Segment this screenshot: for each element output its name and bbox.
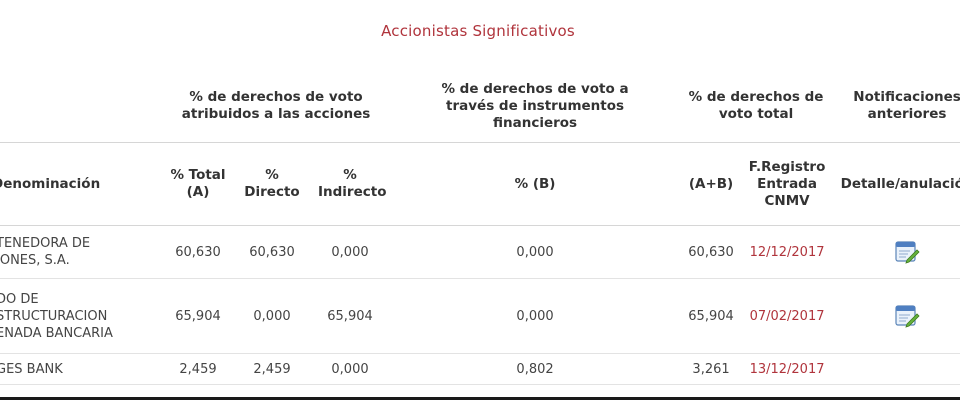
shareholder-name: GES BANK: [0, 353, 162, 385]
cell-direct: 60,630: [234, 225, 310, 279]
column-header-detail: Detalle/anulación: [832, 142, 960, 226]
cell-b: 0,000: [390, 278, 681, 354]
column-header-a-plus-b: (A+B): [680, 142, 743, 226]
shareholder-name-line: ENADA BANCARIA: [0, 325, 113, 341]
column-header-pct-direct: % Directo: [234, 142, 310, 226]
cell-b: 0,000: [390, 225, 681, 279]
cell-a-plus-b: 65,904: [680, 278, 743, 354]
page-title: Accionistas Significativos: [381, 22, 575, 40]
group-header-voting-rights-total: % de derechos de voto total: [680, 70, 833, 143]
shareholder-name-line: IONES, S.A.: [0, 253, 70, 268]
shareholder-name-line: DO DE: [0, 291, 39, 307]
cell-direct: 2,459: [234, 353, 310, 385]
cell-detail: [832, 353, 960, 385]
shareholder-name-line: TENEDORA DE: [0, 236, 91, 251]
cell-indirect: 65,904: [310, 278, 391, 354]
bottom-divider: [0, 397, 960, 400]
document-edit-icon[interactable]: [894, 304, 920, 328]
cell-registry-date: 07/02/2017: [742, 278, 833, 354]
cell-detail: [832, 278, 960, 354]
cell-indirect: 0,000: [310, 353, 391, 385]
column-header-pct-indirect: % Indirecto: [310, 142, 391, 226]
shareholders-table: % de derechos de voto atribuidos a las a…: [0, 70, 960, 385]
cell-total: 65,904: [162, 278, 234, 354]
shareholder-name-line: STRUCTURACION: [0, 308, 108, 324]
cell-registry-date: 12/12/2017: [742, 225, 833, 279]
shareholder-name: DO DE STRUCTURACION ENADA BANCARIA: [0, 278, 162, 354]
column-header-pct-total: % Total (A): [162, 142, 234, 226]
table-row: DO DE STRUCTURACION ENADA BANCARIA 65,90…: [0, 278, 960, 354]
table-row: GES BANK 2,459 2,459 0,000 0,802 3,261 1…: [0, 353, 960, 385]
column-header-denomination: Denominación: [0, 142, 162, 226]
cell-registry-date: 13/12/2017: [742, 353, 833, 385]
cell-detail: [832, 225, 960, 279]
group-header-voting-rights-instruments: % de derechos de voto a través de instru…: [390, 70, 681, 143]
cell-b: 0,802: [390, 353, 681, 385]
column-header-row: Denominación % Total (A) % Directo % Ind…: [0, 142, 960, 226]
group-header-empty: [0, 70, 162, 143]
group-header-voting-rights-shares: % de derechos de voto atribuidos a las a…: [162, 70, 391, 143]
cell-total: 60,630: [162, 225, 234, 279]
cell-total: 2,459: [162, 353, 234, 385]
group-header-previous-notifications: Notificaciones anteriores: [832, 70, 960, 143]
cell-indirect: 0,000: [310, 225, 391, 279]
group-header-row: % de derechos de voto atribuidos a las a…: [0, 70, 960, 143]
column-header-registry-date: F.Registro Entrada CNMV: [742, 142, 833, 226]
table-row: TENEDORA DE IONES, S.A. 60,630 60,630 0,…: [0, 225, 960, 279]
cell-a-plus-b: 60,630: [680, 225, 743, 279]
document-edit-icon[interactable]: [894, 240, 920, 264]
cell-direct: 0,000: [234, 278, 310, 354]
shareholder-name-line: GES BANK: [0, 361, 63, 377]
cell-a-plus-b: 3,261: [680, 353, 743, 385]
shareholder-name: TENEDORA DE IONES, S.A.: [0, 225, 162, 279]
column-header-pct-b: % (B): [390, 142, 681, 226]
